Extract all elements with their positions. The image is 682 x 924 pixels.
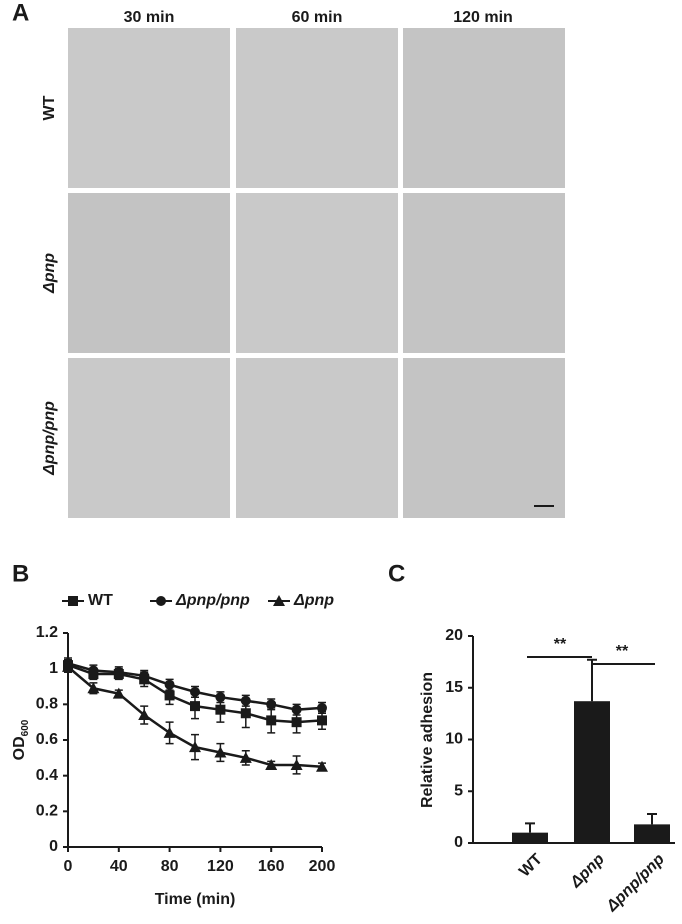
marker (291, 717, 302, 728)
x-tick-label: 80 (161, 858, 179, 875)
error-bar (587, 658, 597, 702)
marker (138, 709, 151, 721)
x-tick-label: 0 (64, 858, 73, 875)
marker (164, 679, 175, 690)
marker (266, 699, 277, 710)
marker (139, 670, 150, 681)
legend-label: Δpnp (293, 592, 334, 609)
y-tick-label: 5 (454, 782, 463, 799)
marker (240, 695, 251, 706)
row-label: WT (41, 95, 58, 120)
marker (190, 686, 200, 697)
x-tick-label: WT (516, 851, 546, 881)
x-tick-label: Δpnp/pnp (603, 851, 668, 916)
error-bar (647, 813, 657, 825)
x-tick-label: 200 (309, 858, 336, 875)
error-bar (525, 822, 535, 833)
legend-marker (68, 596, 78, 606)
bar (512, 832, 548, 843)
micrograph (403, 193, 565, 353)
y-axis-label: OD600 (11, 719, 30, 760)
x-axis-label: Time (min) (155, 891, 236, 908)
column-label: 30 min (124, 9, 175, 26)
marker (113, 667, 124, 678)
legend-label: Δpnp/pnp (175, 592, 250, 609)
marker (239, 751, 252, 763)
x-tick-label: Δpnp (567, 851, 608, 892)
annotation: ** (616, 643, 629, 660)
column-label: 60 min (292, 9, 343, 26)
marker (190, 701, 200, 712)
annotation: ** (554, 636, 567, 653)
micrographs (68, 28, 565, 518)
y-tick-label: 0.4 (36, 767, 58, 784)
micrograph (68, 193, 230, 353)
y-axis-label: Relative adhesion (419, 672, 436, 808)
y-tick-label: 1.2 (36, 624, 58, 641)
bar (574, 701, 610, 843)
marker (112, 687, 125, 699)
marker (189, 741, 201, 753)
micrograph (68, 28, 230, 188)
marker (316, 760, 328, 772)
y-tick-label: 0.6 (36, 731, 58, 748)
marker (215, 704, 226, 715)
legend-marker (273, 595, 285, 606)
marker (266, 715, 277, 726)
marker (240, 708, 251, 719)
y-axis-label-main: OD (11, 736, 28, 760)
y-axis-label-sub: 600 (20, 719, 31, 736)
x-tick-label: 120 (207, 858, 234, 875)
marker (62, 660, 74, 672)
marker (88, 665, 99, 676)
panel-label: A (12, 0, 29, 26)
row-label: Δpnp/pnp (41, 401, 58, 476)
row-label: Δpnp (41, 253, 58, 294)
legend-marker (156, 596, 166, 606)
marker (317, 702, 327, 713)
y-tick-label: 10 (445, 731, 463, 748)
y-tick-label: 15 (445, 679, 463, 696)
marker (265, 758, 278, 770)
marker (87, 682, 100, 694)
column-label: 120 min (453, 9, 513, 26)
micrograph (68, 358, 230, 518)
x-tick-label: 160 (258, 858, 285, 875)
marker (215, 692, 226, 703)
micrograph (236, 28, 398, 188)
bar (634, 824, 670, 843)
x-tick-label: 40 (110, 858, 128, 875)
y-tick-label: 20 (445, 627, 463, 644)
micrograph (236, 193, 398, 353)
marker (317, 715, 327, 726)
y-tick-label: 0 (454, 834, 463, 851)
panel-label: B (12, 560, 29, 587)
panel-label: C (388, 560, 405, 587)
marker (291, 704, 302, 715)
marker (290, 758, 303, 770)
y-tick-label: 0.2 (36, 803, 58, 820)
legend-label: WT (88, 592, 113, 609)
micrograph (403, 358, 565, 518)
micrograph (403, 28, 565, 188)
y-tick-label: 1 (49, 660, 58, 677)
marker (164, 690, 175, 701)
y-tick-label: 0 (49, 838, 58, 855)
marker (163, 726, 176, 738)
marker (214, 746, 227, 758)
micrograph (236, 358, 398, 518)
y-tick-label: 0.8 (36, 696, 58, 713)
